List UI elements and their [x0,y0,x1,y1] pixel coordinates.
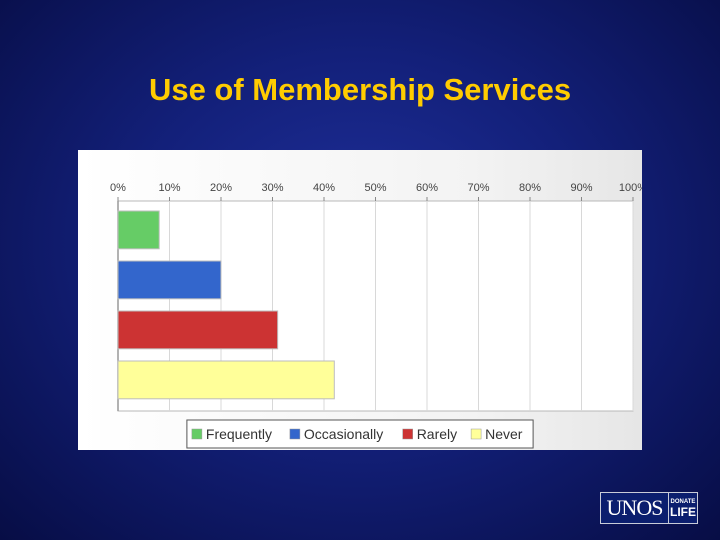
logo-donate-text: DONATE [670,498,696,505]
bar-rarely [117,310,279,350]
x-tick-label: 70% [467,182,489,194]
bar-occasionally [117,260,222,300]
x-tick-label: 20% [210,182,232,194]
unos-logo: UNOS DONATE LIFE [600,492,698,524]
logo-side: DONATE LIFE [669,493,697,523]
legend-label-rarely: Rarely [417,426,457,442]
x-tick-label: 10% [158,182,180,194]
slide-title: Use of Membership Services [148,72,572,107]
x-tick-label: 80% [519,182,541,194]
legend-swatch-rarely [402,428,413,440]
x-tick-label: 60% [416,182,438,194]
logo-unos-text: UNOS [601,493,669,523]
x-tick-label: 40% [313,182,335,194]
x-tick-label: 50% [364,182,386,194]
x-tick-label: 90% [570,182,592,194]
legend-swatch-occasionally [289,428,301,440]
bar-frequently [117,210,160,250]
legend-label-never: Never [485,426,523,442]
legend-label-occasionally: Occasionally [304,426,383,442]
legend-swatch-frequently [191,428,203,440]
x-tick-label: 30% [261,182,283,194]
chart-panel: 0% 10% 20% 30% 40% 50% 60% 70% 80% 90% 100% Frequen… [78,150,642,450]
logo-life-text: LIFE [670,504,696,519]
x-tick-label: 100% [619,182,642,194]
legend-label-frequently: Frequently [206,426,272,442]
bar-never [117,360,335,400]
legend-swatch-never [470,428,482,440]
x-tick-label: 0% [110,182,126,194]
bar-chart: 0% 10% 20% 30% 40% 50% 60% 70% 80% 90% 100% Frequen… [110,182,642,449]
